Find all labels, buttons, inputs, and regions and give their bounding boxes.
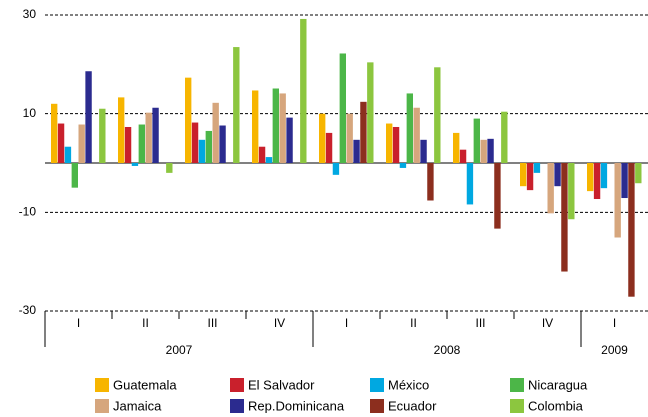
- bar: [166, 163, 173, 173]
- bar: [587, 163, 594, 192]
- bar: [399, 163, 407, 168]
- bar: [325, 132, 333, 163]
- bar: [145, 112, 152, 163]
- bar: [71, 163, 78, 188]
- x-tick-label: II: [410, 316, 417, 330]
- y-tick-label: -30: [19, 303, 37, 317]
- group-label: 2007: [166, 343, 193, 357]
- x-tick-label: I: [613, 316, 616, 330]
- x-tick-label: I: [345, 316, 348, 330]
- legend-swatch: [230, 399, 244, 413]
- bar: [252, 90, 259, 163]
- bar: [272, 88, 279, 163]
- legend-swatch: [95, 399, 109, 413]
- y-tick-label: 10: [23, 106, 37, 120]
- bar: [406, 93, 413, 163]
- legend-swatch: [370, 399, 384, 413]
- bar: [300, 18, 307, 163]
- legend-swatch: [510, 378, 524, 392]
- legend-swatch: [510, 399, 524, 413]
- bar: [392, 126, 400, 163]
- bar: [233, 47, 240, 163]
- legend-label: El Salvador: [248, 377, 315, 392]
- bar: [138, 124, 145, 163]
- bar: [494, 163, 501, 229]
- bar: [501, 111, 508, 163]
- bar: [198, 139, 206, 163]
- bar: [367, 62, 374, 163]
- bar: [520, 163, 527, 187]
- legend-swatch: [95, 378, 109, 392]
- bar: [353, 139, 360, 163]
- bar: [51, 103, 58, 163]
- bar: [420, 139, 427, 163]
- bar: [78, 124, 85, 163]
- bar: [413, 107, 420, 163]
- bar: [466, 163, 474, 205]
- x-tick-label: III: [475, 316, 485, 330]
- bar: [258, 146, 266, 163]
- bar: [593, 163, 601, 200]
- bar: [332, 163, 340, 175]
- legend-label: Ecuador: [388, 398, 437, 413]
- bar: [279, 93, 286, 163]
- legend-swatch: [370, 378, 384, 392]
- bar: [131, 163, 139, 166]
- bar: [473, 118, 480, 163]
- bar: [319, 113, 326, 163]
- bar: [614, 163, 621, 238]
- bar: [621, 163, 628, 199]
- bar: [286, 117, 293, 163]
- bar: [453, 132, 460, 163]
- y-tick-label: -10: [19, 205, 37, 219]
- bar: [339, 53, 346, 164]
- legend-label: Rep.Dominicana: [248, 398, 345, 413]
- bar: [487, 138, 494, 163]
- bar: [547, 163, 554, 214]
- bar: [205, 130, 212, 163]
- bar: [561, 163, 568, 272]
- bar: [124, 126, 132, 163]
- legend-label: Colombia: [528, 398, 584, 413]
- legend-label: Nicaragua: [528, 377, 588, 392]
- bar: [191, 122, 199, 163]
- bar: [533, 163, 541, 173]
- legend-label: Jamaica: [113, 398, 162, 413]
- bar: [85, 71, 92, 163]
- y-tick-label: 30: [23, 7, 37, 21]
- bar: [219, 125, 226, 163]
- x-tick-label: I: [77, 316, 80, 330]
- bar: [57, 123, 65, 163]
- bar: [635, 163, 642, 184]
- legend-label: México: [388, 377, 429, 392]
- bar: [99, 108, 106, 163]
- bar: [185, 77, 192, 163]
- legend-label: Guatemala: [113, 377, 177, 392]
- bar: [434, 67, 441, 163]
- legend-swatch: [230, 378, 244, 392]
- bar: [600, 163, 608, 189]
- bar: [628, 163, 635, 297]
- x-tick-label: III: [207, 316, 217, 330]
- bar: [212, 102, 219, 163]
- bar: [386, 123, 393, 163]
- bar: [265, 157, 273, 163]
- bar: [64, 146, 72, 163]
- x-tick-label: II: [142, 316, 149, 330]
- x-tick-label: IV: [542, 316, 553, 330]
- bar: [568, 163, 575, 220]
- bar: [526, 163, 534, 191]
- bar: [152, 107, 159, 163]
- bar: [346, 113, 353, 163]
- bar: [480, 139, 487, 163]
- bar: [360, 101, 367, 163]
- bar: [459, 149, 467, 163]
- x-tick-label: IV: [274, 316, 285, 330]
- bar: [118, 97, 125, 163]
- bar: [554, 163, 561, 187]
- bar: [427, 163, 434, 201]
- group-label: 2009: [601, 343, 628, 357]
- group-label: 2008: [434, 343, 461, 357]
